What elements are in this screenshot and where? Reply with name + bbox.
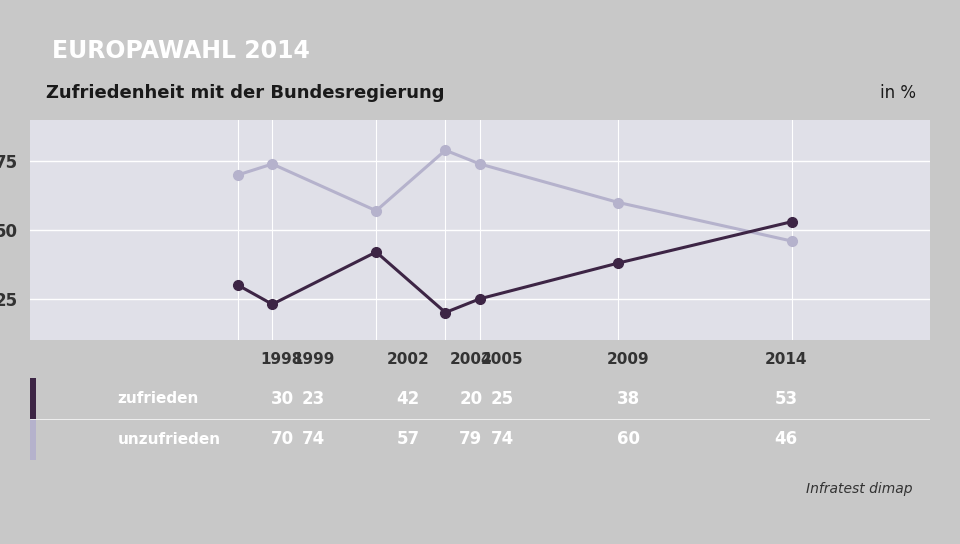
Text: 30: 30 bbox=[271, 390, 294, 407]
Text: 2014: 2014 bbox=[765, 351, 807, 367]
Bar bbox=[30, 419, 36, 460]
Text: unzufrieden: unzufrieden bbox=[117, 432, 221, 447]
Text: 38: 38 bbox=[617, 390, 640, 407]
Text: 42: 42 bbox=[396, 390, 420, 407]
Text: 70: 70 bbox=[271, 430, 294, 448]
Text: Infratest dimap: Infratest dimap bbox=[805, 482, 912, 496]
Text: 1998: 1998 bbox=[261, 351, 303, 367]
Text: 1999: 1999 bbox=[292, 351, 335, 367]
Text: 60: 60 bbox=[617, 430, 640, 448]
Bar bbox=[30, 378, 36, 419]
Text: 25: 25 bbox=[491, 390, 514, 407]
Text: 79: 79 bbox=[460, 430, 483, 448]
Text: 74: 74 bbox=[491, 430, 515, 448]
Text: 2009: 2009 bbox=[607, 351, 650, 367]
Text: 23: 23 bbox=[301, 390, 325, 407]
Text: 46: 46 bbox=[775, 430, 798, 448]
Text: 2005: 2005 bbox=[481, 351, 524, 367]
Text: 53: 53 bbox=[775, 390, 798, 407]
Text: Zufriedenheit mit der Bundesregierung: Zufriedenheit mit der Bundesregierung bbox=[46, 84, 444, 102]
Text: in %: in % bbox=[880, 84, 917, 102]
Text: zufrieden: zufrieden bbox=[117, 391, 199, 406]
Text: 74: 74 bbox=[301, 430, 325, 448]
Text: 2004: 2004 bbox=[449, 351, 492, 367]
Text: 2002: 2002 bbox=[387, 351, 429, 367]
Text: EUROPAWAHL 2014: EUROPAWAHL 2014 bbox=[53, 39, 310, 63]
Text: 20: 20 bbox=[460, 390, 483, 407]
Text: 57: 57 bbox=[396, 430, 420, 448]
